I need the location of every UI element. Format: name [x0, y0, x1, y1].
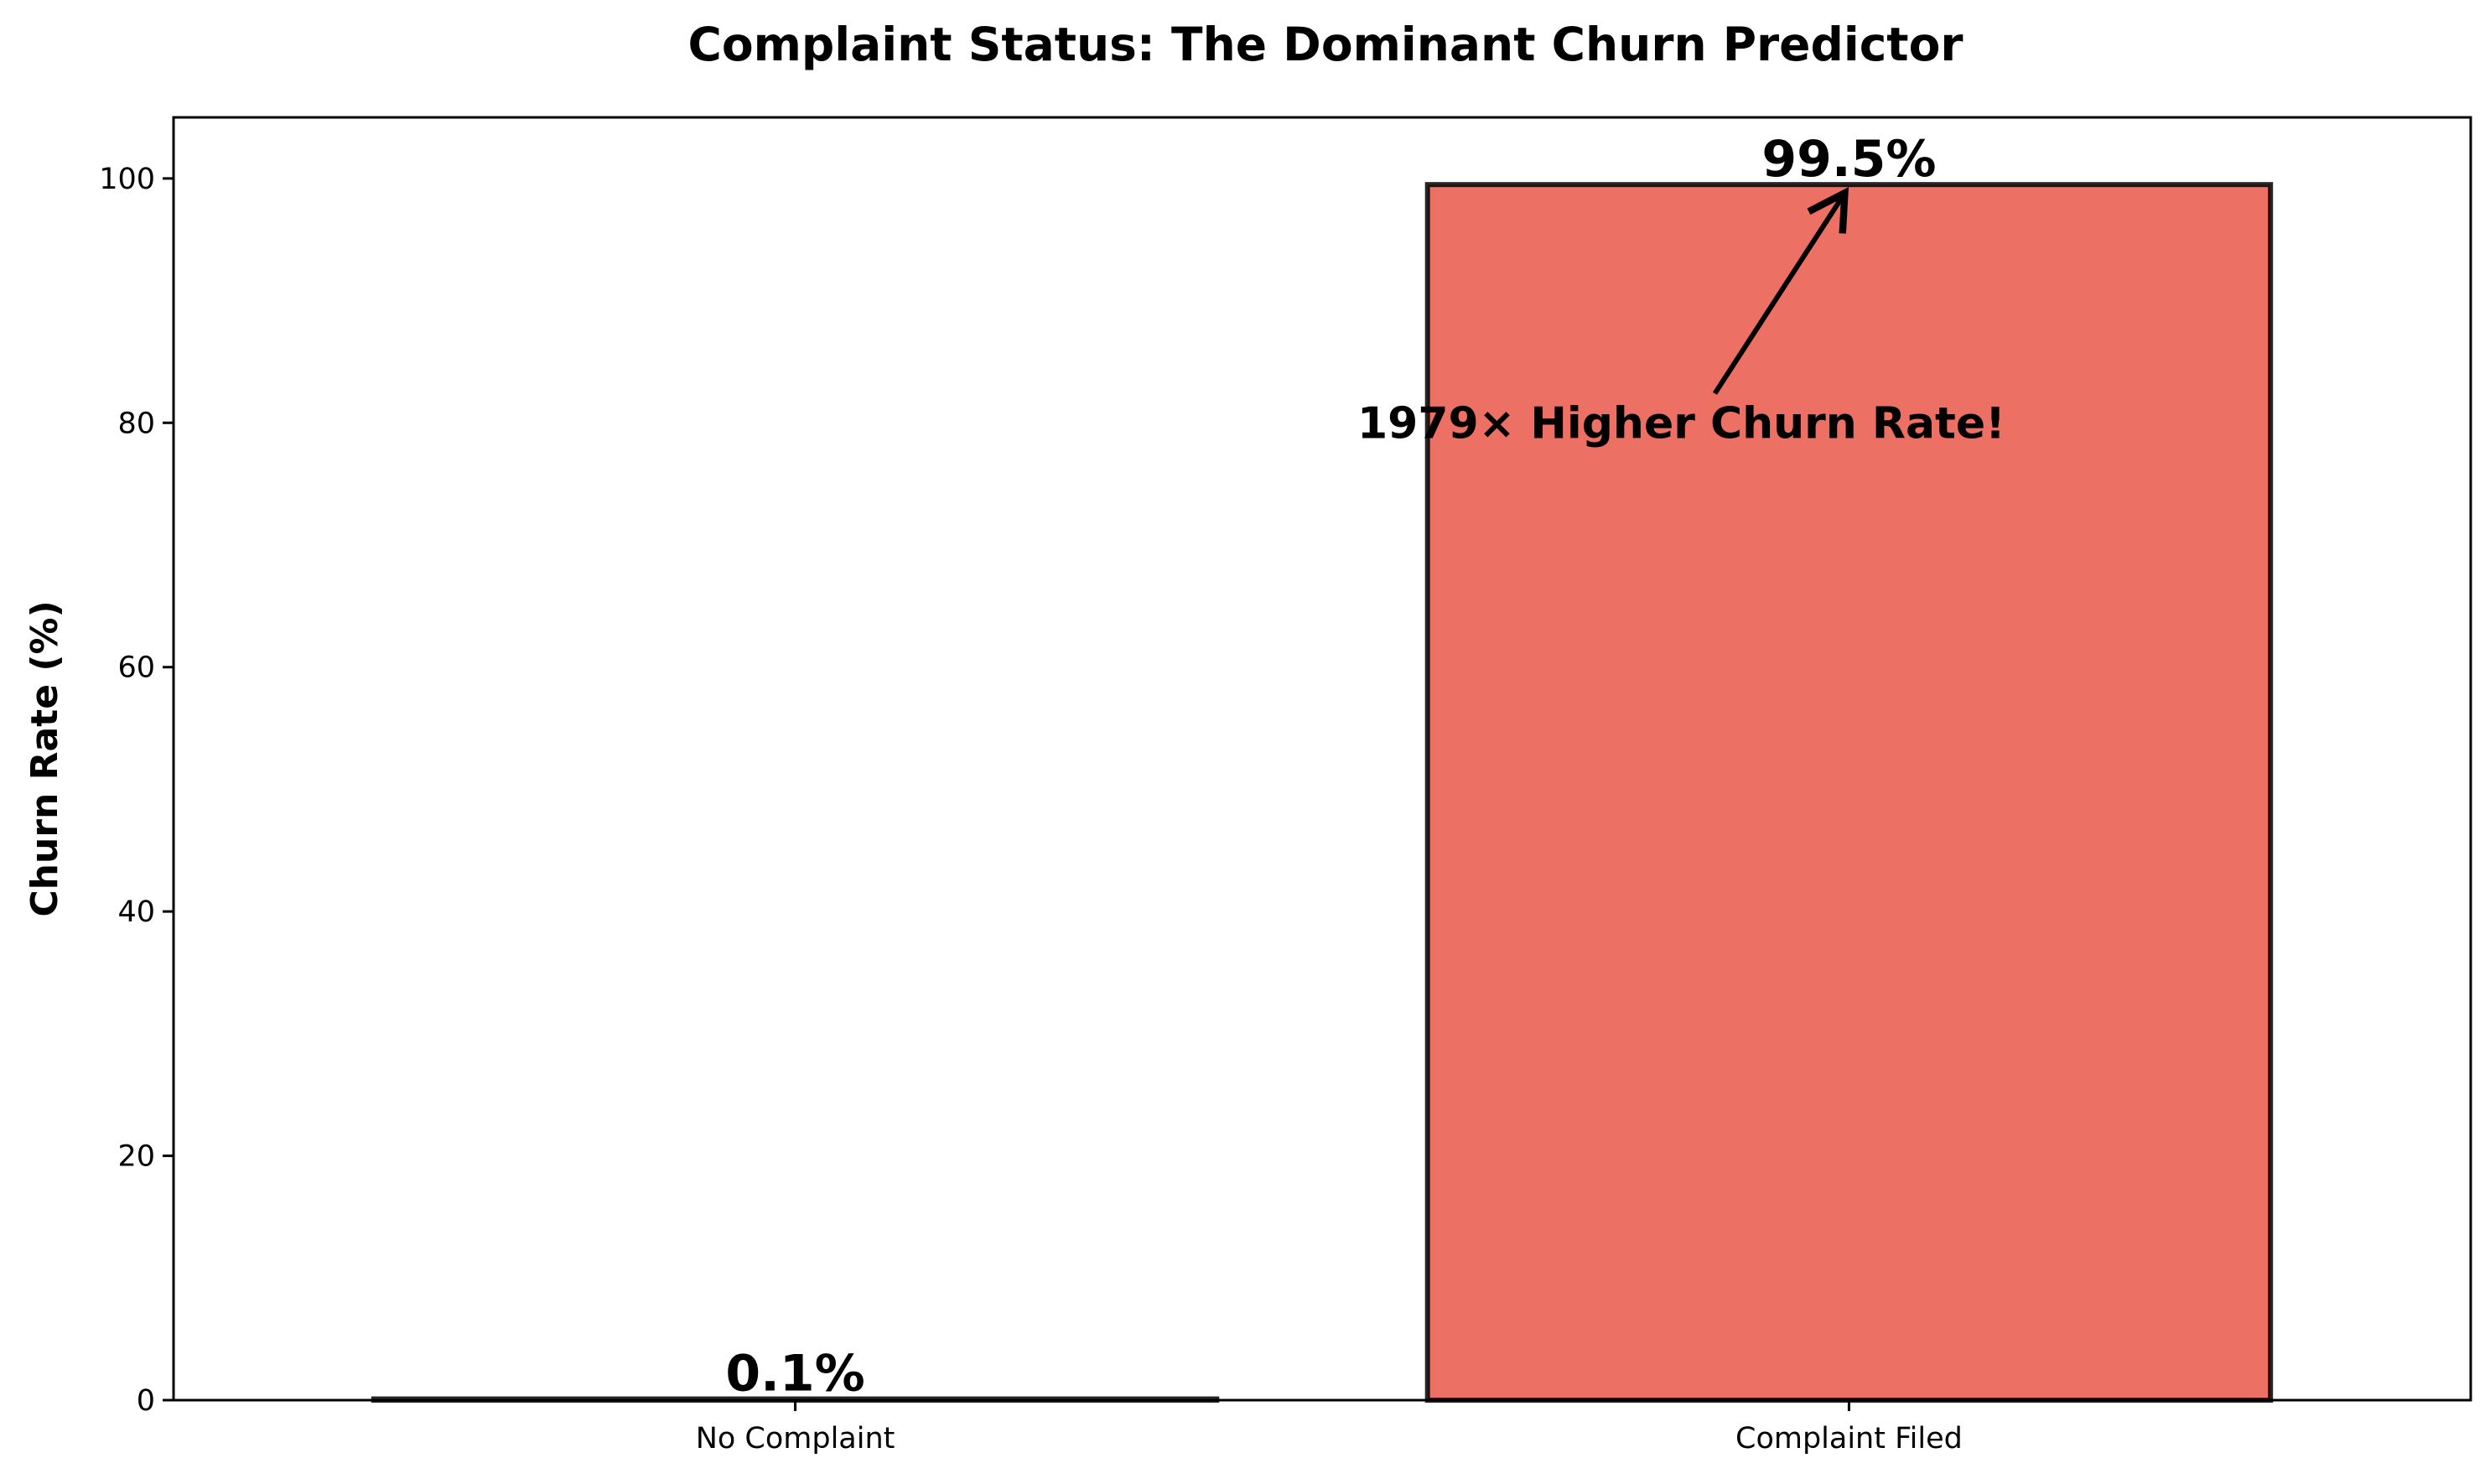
y-tick-label: 40 [117, 895, 155, 929]
x-tick-label: No Complaint [696, 1422, 895, 1455]
annotation-group: 1979× Higher Churn Rate! [1357, 187, 2005, 449]
x-tick-label: Complaint Filed [1735, 1422, 1963, 1455]
x-axis-ticks: No Complaint Complaint Filed [696, 1400, 1963, 1455]
annotation-arrow [1712, 187, 1849, 395]
y-tick-label: 20 [117, 1140, 155, 1174]
bar-complaint-filed [1424, 182, 2274, 1404]
bar-value-label: 0.1% [725, 1345, 864, 1404]
bars-group [371, 182, 2274, 1404]
plot-frame [172, 116, 2472, 1402]
y-tick-label: 80 [117, 407, 155, 440]
y-tick-label: 100 [99, 163, 155, 196]
y-tick-label: 0 [137, 1384, 155, 1418]
bar-value-label: 99.5% [1761, 130, 1936, 189]
chart-title: Complaint Status: The Dominant Churn Pre… [687, 18, 1963, 71]
y-tick-label: 60 [117, 651, 155, 685]
y-axis-ticks: 0 20 40 60 80 100 [99, 163, 174, 1418]
y-axis-label: Churn Rate (%) [23, 600, 66, 916]
bar-value-labels: 0.1% 99.5% [725, 130, 1936, 1403]
annotation-text: 1979× Higher Churn Rate! [1357, 398, 2005, 449]
